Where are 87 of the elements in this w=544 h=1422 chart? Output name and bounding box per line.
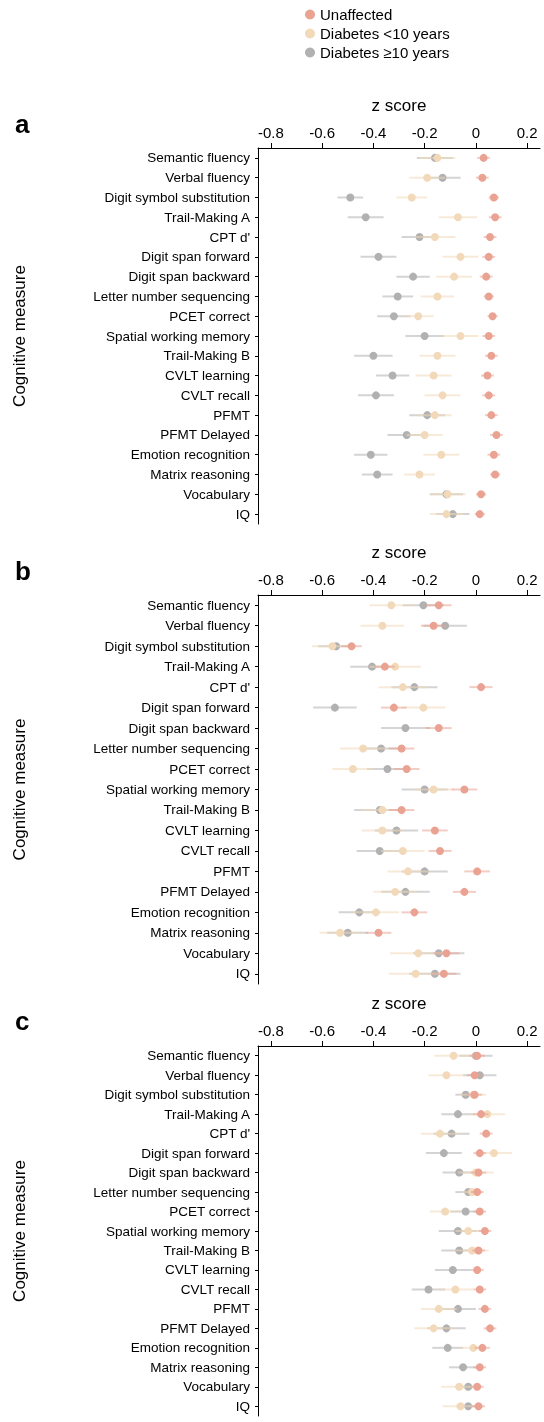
y-tick-label: PFMT Delayed (160, 427, 250, 443)
y-tick-label: Digit span forward (141, 700, 250, 716)
y-tick-label: Digit span forward (141, 249, 250, 265)
y-tick-label: CPT d' (209, 1126, 250, 1142)
legend-label: Diabetes ≥10 years (320, 44, 450, 61)
y-tick-label: Letter number sequencing (93, 741, 250, 757)
y-tick-label: Semantic fluency (147, 150, 251, 166)
x-tick-label: -0.4 (360, 1022, 387, 1039)
y-tick-label: Digit symbol substitution (104, 638, 250, 654)
x-tick-label: 0.2 (516, 124, 538, 141)
y-axis-title: Cognitive measure (10, 718, 29, 861)
y-tick-label: Verbal fluency (165, 170, 251, 186)
y-tick-label: Semantic fluency (147, 1048, 251, 1064)
x-tick-label: 0.2 (516, 1022, 538, 1039)
y-tick-label: Vocabulary (183, 1379, 251, 1395)
x-axis-title: z score (371, 543, 427, 562)
y-tick-label: CPT d' (209, 679, 250, 695)
y-tick-label: Letter number sequencing (93, 288, 250, 304)
y-tick-label: Matrix reasoning (150, 1359, 250, 1375)
x-axis-title: z score (371, 994, 427, 1013)
y-tick-label: CPT d' (209, 229, 250, 245)
y-tick-label: Verbal fluency (165, 1067, 251, 1083)
y-tick-label: Vocabulary (183, 945, 251, 961)
legend-label: Diabetes <10 years (320, 25, 450, 42)
y-tick-label: Vocabulary (183, 486, 251, 502)
x-tick-label: 0 (471, 124, 481, 141)
y-tick-label: Spatial working memory (105, 328, 251, 344)
x-tick-label: 0 (471, 1022, 481, 1039)
y-tick-label: Trail-Making B (163, 348, 250, 364)
x-axis-title: z score (371, 96, 427, 115)
y-tick-label: Trail-Making A (164, 209, 250, 225)
x-tick-label: -0.8 (257, 571, 284, 588)
x-tick-label: -0.2 (411, 571, 438, 588)
y-tick-label: Digit span backward (128, 1165, 250, 1181)
y-tick-label: Semantic fluency (147, 597, 251, 613)
x-tick-label: -0.6 (309, 571, 336, 588)
y-tick-label: Digit span backward (128, 269, 250, 285)
y-tick-label: Trail-Making B (163, 802, 250, 818)
text: c (15, 1006, 30, 1036)
y-tick-label: Digit span forward (141, 1145, 250, 1161)
y-tick-label: CVLT learning (164, 1262, 250, 1278)
y-tick-label: PFMT Delayed (160, 884, 250, 900)
y-tick-label: Spatial working memory (105, 782, 251, 797)
y-tick-label: Letter number sequencing (93, 1184, 250, 1200)
x-tick-label: -0.4 (360, 124, 387, 141)
y-tick-label: Trail-Making A (164, 1106, 250, 1122)
y-tick-label: IQ (235, 506, 250, 522)
y-tick-label: CVLT recall (180, 843, 250, 859)
y-tick-label: PCET correct (169, 1204, 251, 1220)
y-tick-label: CVLT recall (180, 387, 250, 403)
x-tick-label: -0.6 (309, 1022, 336, 1039)
y-tick-label: Emotion recognition (130, 1340, 250, 1356)
y-tick-label: Emotion recognition (130, 447, 250, 463)
y-tick-label: IQ (235, 966, 250, 982)
y-tick-label: CVLT learning (164, 368, 250, 384)
y-tick-label: Digit symbol substitution (104, 1087, 250, 1103)
text: b (15, 556, 31, 586)
x-tick-label: -0.4 (360, 571, 387, 588)
y-axis-title: Cognitive measure (10, 1160, 29, 1302)
y-tick-label: CVLT recall (180, 1281, 250, 1297)
y-tick-label: Emotion recognition (130, 904, 250, 920)
text: a (15, 109, 30, 139)
y-tick-label: Trail-Making B (163, 1242, 250, 1258)
y-tick-label: Trail-Making A (164, 659, 250, 675)
y-tick-label: PFMT Delayed (160, 1320, 250, 1336)
y-tick-label: Matrix reasoning (150, 467, 250, 483)
y-tick-label: PCET correct (169, 761, 251, 777)
x-tick-label: -0.2 (411, 1022, 438, 1039)
y-tick-label: IQ (235, 1398, 250, 1414)
y-axis-title: Cognitive measure (10, 265, 29, 407)
y-tick-label: Verbal fluency (165, 618, 251, 634)
y-tick-label: PFMT (213, 1301, 250, 1317)
y-tick-label: Digit span backward (128, 720, 250, 736)
y-tick-label: PFMT (213, 863, 250, 879)
y-tick-label: PCET correct (169, 308, 251, 324)
x-tick-label: -0.8 (257, 1022, 284, 1039)
x-tick-label: -0.2 (411, 124, 438, 141)
x-tick-label: -0.6 (309, 124, 336, 141)
y-tick-label: Digit symbol substitution (104, 189, 250, 205)
y-tick-label: CVLT learning (164, 822, 250, 838)
y-tick-label: Matrix reasoning (150, 925, 250, 941)
x-tick-label: -0.8 (257, 124, 284, 141)
y-tick-label: PFMT (213, 407, 250, 423)
x-tick-label: 0.2 (516, 571, 538, 588)
legend-label: Unaffected (320, 6, 393, 23)
y-tick-label: Spatial working memory (105, 1223, 251, 1239)
x-tick-label: 0 (471, 571, 481, 588)
